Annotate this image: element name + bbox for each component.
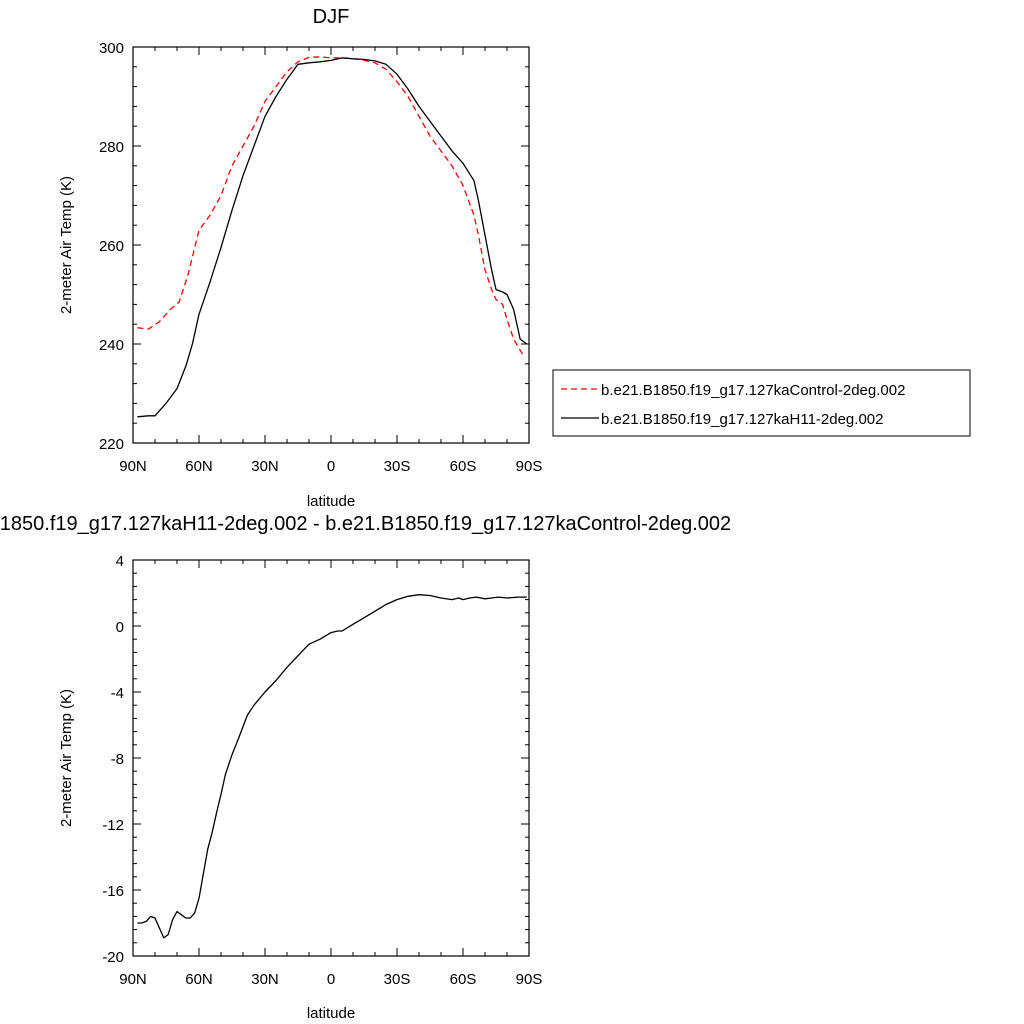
x-tick-label: 60S xyxy=(450,971,477,988)
y-tick-label: -8 xyxy=(111,751,124,768)
top-panel-axes: 220 240 260 280 300 90N 60N 30N 0 30S 60S 90S xyxy=(99,40,542,475)
x-tick-label: 0 xyxy=(327,458,335,475)
bottom-panel-title: b.e21.B1850.f19_g17.127kaH11-2deg.002 - … xyxy=(0,513,731,535)
x-tick-label: 60N xyxy=(185,458,213,475)
legend-label-h11: b.e21.B1850.f19_g17.127kaH11-2deg.002 xyxy=(601,411,883,428)
x-tick-label: 60N xyxy=(185,971,213,988)
legend: b.e21.B1850.f19_g17.127kaControl-2deg.00… xyxy=(552,369,971,437)
top-panel-plot-frame xyxy=(132,46,530,444)
x-tick-label: 90S xyxy=(516,458,543,475)
top-panel: DJF 220 240 260 280 300 90N 60N 30N 0 30S 60S 90S l… xyxy=(58,6,542,510)
x-tick-label: 30S xyxy=(384,458,411,475)
top-panel-x-axis-label: latitude xyxy=(307,493,355,510)
x-tick-label: 0 xyxy=(327,971,335,988)
y-tick-label: 0 xyxy=(116,619,124,636)
bottom-panel-x-axis-label: latitude xyxy=(307,1005,355,1022)
y-tick-label: -20 xyxy=(102,949,124,966)
y-tick-label: 4 xyxy=(116,553,124,570)
bottom-panel-series xyxy=(137,594,527,939)
y-tick-label: -12 xyxy=(102,817,124,834)
x-tick-label: 60S xyxy=(450,458,477,475)
series-line-1 xyxy=(137,57,528,418)
x-tick-label: 30N xyxy=(251,971,279,988)
y-tick-label: -4 xyxy=(111,685,124,702)
y-tick-label: 280 xyxy=(99,139,124,156)
y-tick-label: 220 xyxy=(99,436,124,453)
x-tick-label: 30S xyxy=(384,971,411,988)
bottom-panel-y-axis-label: 2-meter Air Temp (K) xyxy=(58,689,75,827)
y-tick-label: 300 xyxy=(99,40,124,57)
top-panel-y-axis-label: 2-meter Air Temp (K) xyxy=(58,176,75,314)
bottom-panel-axes: -20 -16 -12 -8 -4 0 4 90N 60N 30N 0 30S 60S 90S xyxy=(102,553,542,988)
x-tick-label: 30N xyxy=(251,458,279,475)
legend-label-control: b.e21.B1850.f19_g17.127kaControl-2deg.00… xyxy=(601,382,905,399)
y-tick-label: 240 xyxy=(99,337,124,354)
top-panel-series xyxy=(137,56,528,418)
legend-box xyxy=(552,369,971,437)
y-tick-label: -16 xyxy=(102,883,124,900)
bottom-panel-plot-frame xyxy=(132,559,530,957)
x-tick-label: 90S xyxy=(516,971,543,988)
bottom-panel: b.e21.B1850.f19_g17.127kaH11-2deg.002 - … xyxy=(0,513,731,1022)
x-tick-label: 90N xyxy=(119,458,147,475)
difference-line xyxy=(137,594,527,939)
top-panel-title: DJF xyxy=(313,6,350,28)
y-tick-label: 260 xyxy=(99,238,124,255)
x-tick-label: 90N xyxy=(119,971,147,988)
